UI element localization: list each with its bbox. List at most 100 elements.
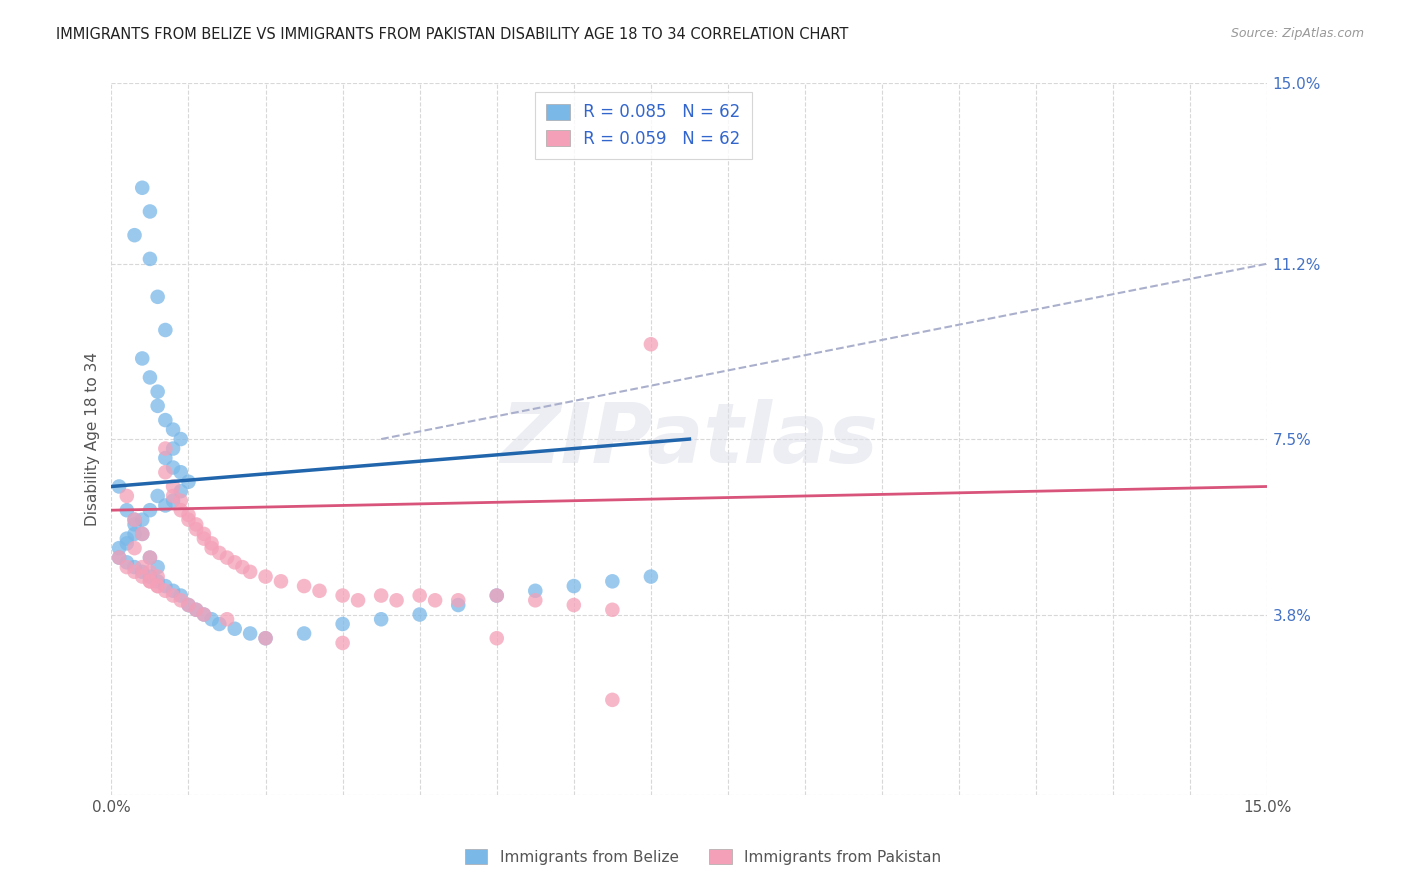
Point: [124, 517, 146, 532]
Point: [139, 574, 162, 589]
Point: [447, 598, 470, 612]
Point: [193, 607, 215, 622]
Point: [162, 460, 184, 475]
Point: [162, 583, 184, 598]
Point: [115, 489, 138, 503]
Point: [155, 450, 177, 465]
Point: [162, 489, 184, 503]
Point: [131, 569, 153, 583]
Point: [146, 579, 169, 593]
Point: [208, 617, 231, 632]
Point: [239, 626, 262, 640]
Point: [224, 555, 246, 569]
Point: [155, 442, 177, 456]
Point: [177, 598, 200, 612]
Point: [155, 465, 177, 479]
Point: [270, 574, 292, 589]
Point: [177, 513, 200, 527]
Point: [186, 522, 208, 536]
Point: [640, 337, 662, 351]
Point: [139, 503, 162, 517]
Point: [146, 399, 169, 413]
Point: [139, 252, 162, 266]
Point: [124, 560, 146, 574]
Point: [254, 631, 277, 645]
Point: [170, 493, 193, 508]
Point: [146, 560, 169, 574]
Point: [139, 370, 162, 384]
Point: [193, 532, 215, 546]
Point: [115, 532, 138, 546]
Point: [139, 574, 162, 589]
Point: [108, 550, 131, 565]
Point: [155, 499, 177, 513]
Point: [131, 527, 153, 541]
Point: [170, 465, 193, 479]
Point: [208, 546, 231, 560]
Point: [215, 612, 238, 626]
Point: [131, 527, 153, 541]
Point: [162, 442, 184, 456]
Point: [170, 503, 193, 517]
Point: [423, 593, 446, 607]
Point: [162, 479, 184, 493]
Point: [108, 479, 131, 493]
Point: [640, 569, 662, 583]
Point: [155, 583, 177, 598]
Text: Source: ZipAtlas.com: Source: ZipAtlas.com: [1230, 27, 1364, 40]
Point: [155, 579, 177, 593]
Point: [332, 589, 354, 603]
Point: [170, 593, 193, 607]
Point: [200, 541, 222, 555]
Point: [524, 583, 547, 598]
Point: [485, 589, 508, 603]
Point: [108, 550, 131, 565]
Point: [115, 560, 138, 574]
Point: [485, 631, 508, 645]
Point: [162, 423, 184, 437]
Text: ZIPatlas: ZIPatlas: [501, 399, 879, 480]
Point: [562, 598, 585, 612]
Point: [602, 574, 624, 589]
Point: [131, 565, 153, 579]
Point: [155, 413, 177, 427]
Point: [155, 323, 177, 337]
Point: [524, 593, 547, 607]
Point: [115, 536, 138, 550]
Point: [292, 626, 315, 640]
Point: [131, 180, 153, 194]
Point: [146, 574, 169, 589]
Point: [170, 484, 193, 499]
Y-axis label: Disability Age 18 to 34: Disability Age 18 to 34: [86, 352, 100, 526]
Point: [193, 527, 215, 541]
Point: [124, 513, 146, 527]
Point: [409, 607, 432, 622]
Point: [186, 603, 208, 617]
Point: [485, 589, 508, 603]
Point: [254, 631, 277, 645]
Point: [139, 204, 162, 219]
Point: [370, 612, 392, 626]
Point: [170, 589, 193, 603]
Point: [139, 565, 162, 579]
Point: [139, 569, 162, 583]
Point: [115, 555, 138, 569]
Point: [131, 351, 153, 366]
Point: [200, 536, 222, 550]
Point: [115, 503, 138, 517]
Point: [186, 603, 208, 617]
Point: [292, 579, 315, 593]
Point: [124, 541, 146, 555]
Point: [308, 583, 330, 598]
Point: [124, 527, 146, 541]
Point: [131, 560, 153, 574]
Point: [239, 565, 262, 579]
Point: [124, 565, 146, 579]
Point: [139, 550, 162, 565]
Point: [170, 432, 193, 446]
Point: [146, 290, 169, 304]
Point: [177, 475, 200, 489]
Point: [177, 508, 200, 522]
Point: [409, 589, 432, 603]
Point: [347, 593, 370, 607]
